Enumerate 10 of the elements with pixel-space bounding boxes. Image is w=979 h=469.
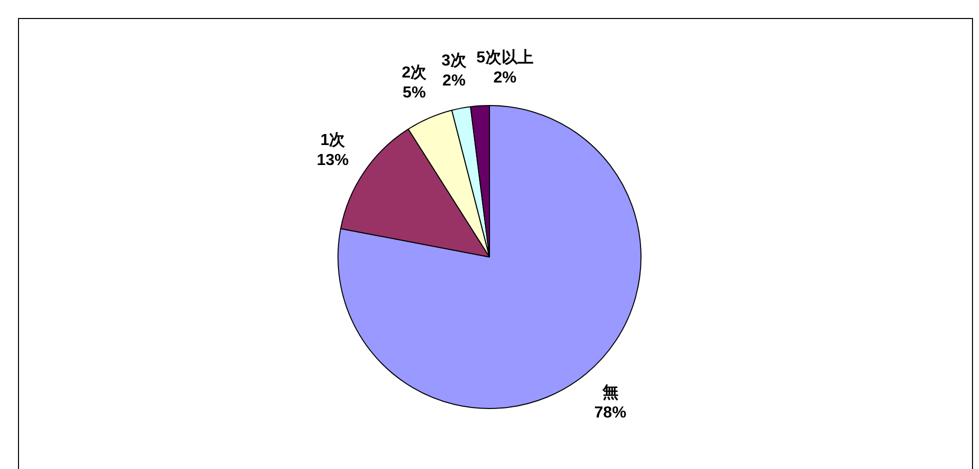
data-label: 78%	[594, 404, 626, 422]
slice-label: 無	[601, 383, 618, 402]
slice-label: 3次	[442, 51, 468, 70]
data-label: 13%	[316, 152, 349, 169]
data-label: 2%	[493, 69, 516, 86]
slice-label: 5次以上	[476, 48, 534, 66]
slice-label: 2次	[402, 63, 428, 82]
slice-label: 1次	[320, 130, 346, 149]
data-label: 2%	[442, 72, 466, 90]
data-label: 5%	[402, 84, 426, 102]
